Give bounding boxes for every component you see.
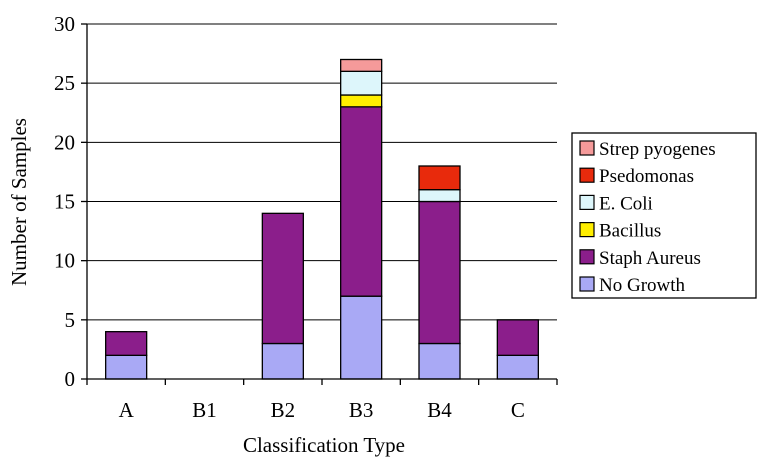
x-tick-label: C (511, 398, 525, 422)
legend-swatch (579, 167, 595, 183)
bar-segment (418, 165, 461, 191)
legend-label: Staph Aureus (599, 248, 701, 269)
bar-segment (261, 342, 304, 380)
bar-segment (418, 342, 461, 380)
bar-segment (340, 106, 383, 297)
bar-segment (261, 212, 304, 345)
x-tick-label: B1 (192, 398, 217, 422)
bar-segment (340, 58, 383, 72)
bar-segment (105, 331, 148, 356)
y-tick-label: 25 (54, 71, 75, 95)
legend: Strep pyogenes Psedomonas E. Coli Bacillus S… (571, 132, 757, 299)
y-tick-labels: 0 5 10 15 20 25 30 (54, 12, 75, 391)
x-axis-label: Classification Type (243, 433, 405, 457)
bar-segment (105, 354, 148, 380)
bar-segment (496, 319, 539, 356)
y-tick-label: 0 (65, 367, 76, 391)
y-tick-label: 15 (54, 190, 75, 214)
x-tick-label: B2 (271, 398, 296, 422)
x-tick-labels: A B1 B2 B3 B4 C (119, 398, 525, 422)
x-tick-label: B3 (349, 398, 374, 422)
legend-swatch (579, 222, 595, 238)
y-axis-label: Number of Samples (7, 118, 31, 286)
bar-segment (340, 70, 383, 96)
x-tick-label: A (119, 398, 135, 422)
gridlines (87, 23, 557, 321)
legend-label: E. Coli (599, 193, 653, 214)
y-tick-label: 5 (65, 308, 76, 332)
legend-swatch (579, 194, 595, 210)
bar-segment (340, 295, 383, 380)
y-tick-label: 10 (54, 249, 75, 273)
legend-label: Bacillus (599, 221, 661, 242)
legend-swatch (579, 276, 595, 292)
legend-label: No Growth (599, 275, 686, 296)
x-tick-label: B4 (427, 398, 452, 422)
legend-label: Psedomonas (599, 166, 694, 187)
bar-segment (496, 354, 539, 380)
bars (105, 58, 539, 380)
y-tick-label: 20 (54, 130, 75, 154)
y-tick-label: 30 (54, 12, 75, 36)
legend-swatch (579, 140, 595, 156)
legend-swatch (579, 249, 595, 265)
axes (81, 23, 558, 385)
legend-box (571, 132, 757, 299)
bar-segment (418, 189, 461, 203)
bar-segment (340, 94, 383, 108)
legend-label: Strep pyogenes (599, 139, 716, 160)
bar-segment (418, 200, 461, 345)
